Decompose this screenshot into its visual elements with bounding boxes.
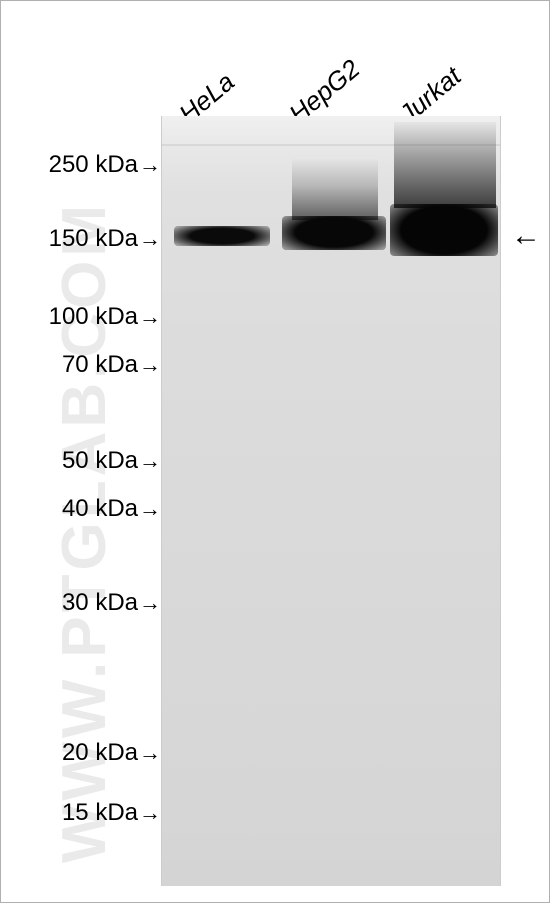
- mw-40-text: 40 kDa: [62, 495, 138, 522]
- band-smear-hepg2: [292, 158, 378, 220]
- mw-15-text: 15 kDa: [62, 799, 138, 826]
- mw-40: 40 kDa→: [39, 495, 161, 523]
- arrow-icon: →: [139, 590, 161, 615]
- band-hela: [174, 226, 270, 246]
- arrow-icon: →: [139, 496, 161, 521]
- arrow-icon: →: [139, 304, 161, 329]
- mw-100-text: 100 kDa: [49, 303, 138, 330]
- band-smear-jurkat: [394, 122, 496, 208]
- mw-50-text: 50 kDa: [62, 447, 138, 474]
- mw-250-text: 250 kDa: [49, 151, 138, 178]
- target-band-arrow-icon: ←: [511, 219, 541, 253]
- mw-20: 20 kDa→: [39, 739, 161, 767]
- mw-70-text: 70 kDa: [62, 351, 138, 378]
- mw-50: 50 kDa→: [39, 447, 161, 475]
- mw-250: 250 kDa→: [25, 151, 161, 179]
- mw-20-text: 20 kDa: [62, 739, 138, 766]
- band-jurkat: [390, 204, 498, 256]
- figure-container: WWW.PTGLAB.COM HeLa HepG2 Jurkat 250 kDa…: [0, 0, 550, 903]
- mw-30: 30 kDa→: [39, 589, 161, 617]
- arrow-icon: →: [139, 448, 161, 473]
- mw-30-text: 30 kDa: [62, 589, 138, 616]
- arrow-icon: →: [139, 152, 161, 177]
- mw-15: 15 kDa→: [39, 799, 161, 827]
- arrow-icon: →: [139, 740, 161, 765]
- mw-150: 150 kDa→: [25, 225, 161, 253]
- mw-150-text: 150 kDa: [49, 225, 138, 252]
- arrow-icon: →: [139, 800, 161, 825]
- arrow-icon: →: [139, 352, 161, 377]
- blot-membrane: [161, 116, 501, 886]
- mw-70: 70 kDa→: [39, 351, 161, 379]
- band-hepg2: [282, 216, 386, 250]
- arrow-icon: →: [139, 226, 161, 251]
- mw-100: 100 kDa→: [25, 303, 161, 331]
